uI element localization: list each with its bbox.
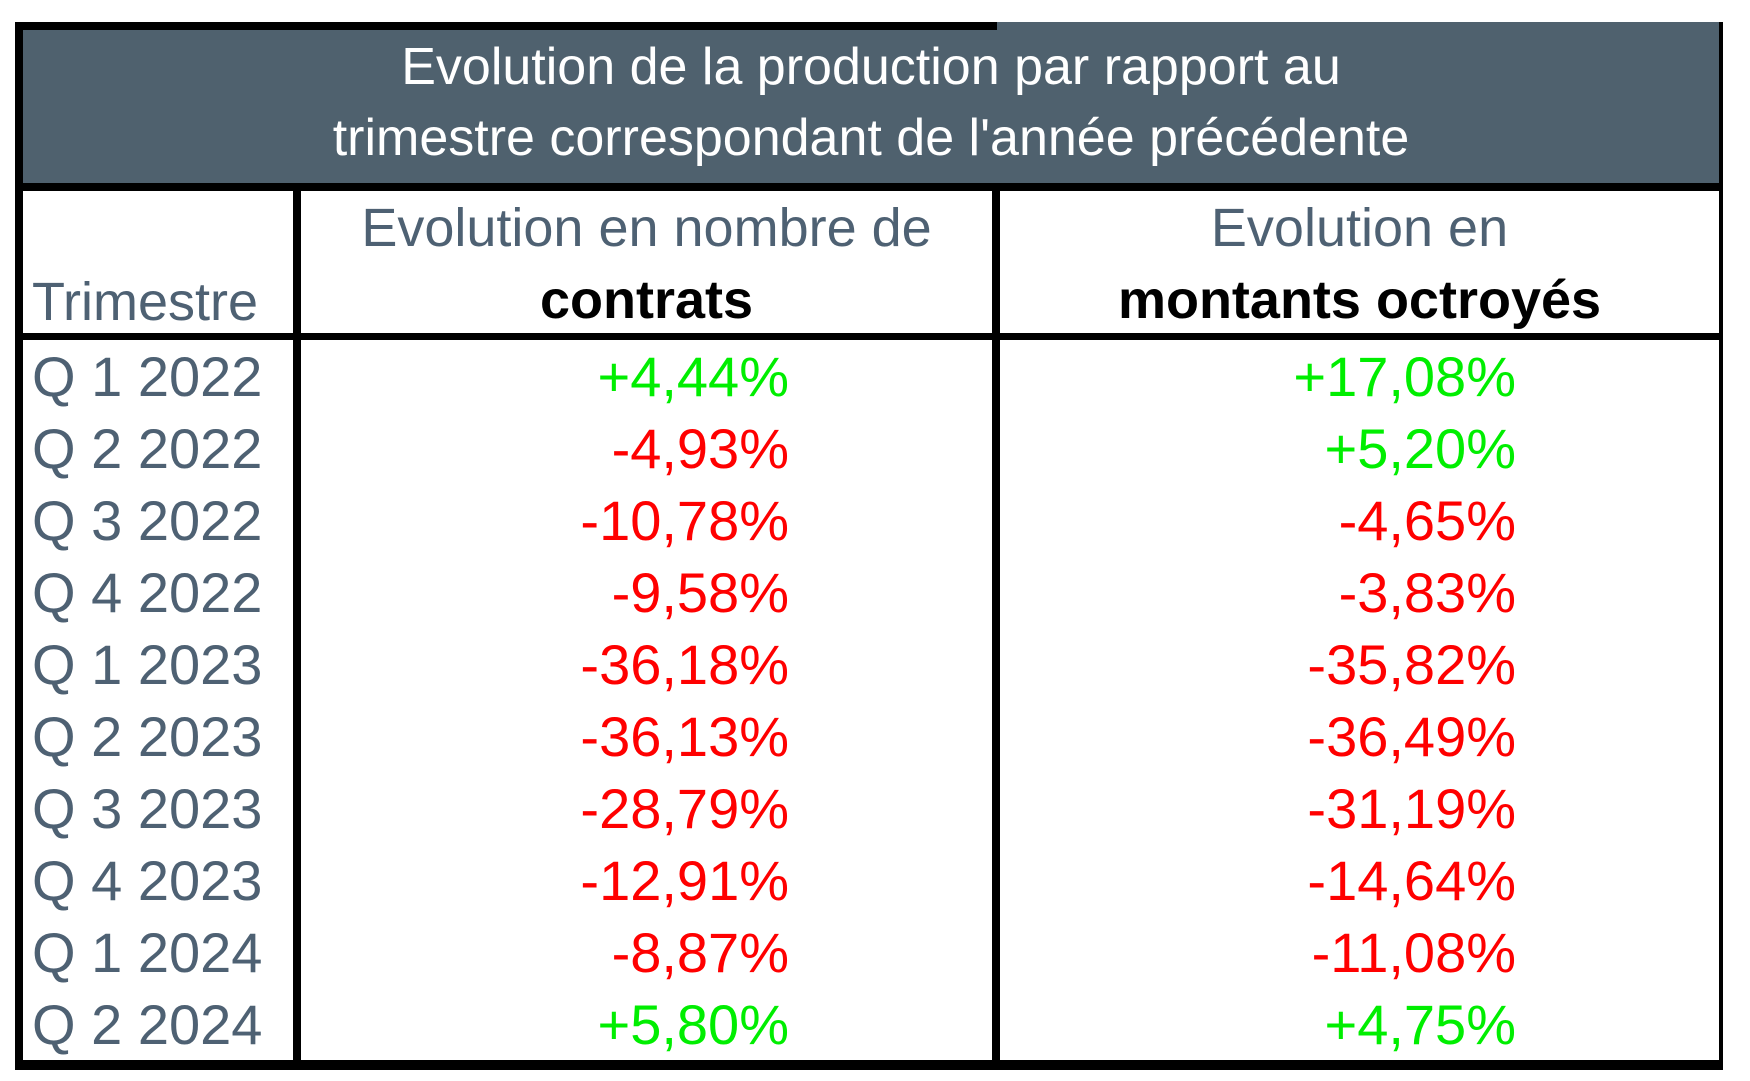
contracts-column-header: Evolution en nombre de contrats xyxy=(301,191,992,333)
contracts-value: +5,80% xyxy=(597,992,790,1056)
amounts-value: -35,82% xyxy=(1307,632,1516,696)
table-row: Q 1 2024 -8,87% -11,08% xyxy=(23,916,1719,988)
amounts-value: +17,08% xyxy=(1293,344,1516,408)
quarter-label: Q 1 2024 xyxy=(32,920,263,984)
contracts-value: -8,87% xyxy=(611,920,789,984)
column-divider xyxy=(992,844,1000,916)
quarter-column-header: Trimestre xyxy=(23,191,293,333)
table-row: Q 3 2022 -10,78% -4,65% xyxy=(23,484,1719,556)
table-row: Q 4 2022 -9,58% -3,83% xyxy=(23,556,1719,628)
partial-top-border-bar xyxy=(15,22,997,30)
column-divider xyxy=(992,916,1000,988)
quarter-label: Q 1 2023 xyxy=(32,632,263,696)
table-row: Q 1 2023 -36,18% -35,82% xyxy=(23,628,1719,700)
quarter-label: Q 3 2022 xyxy=(32,488,263,552)
contracts-value: +4,44% xyxy=(597,344,790,408)
quarter-label: Q 2 2022 xyxy=(32,416,263,480)
column-divider xyxy=(293,772,301,844)
amounts-column-label-top: Evolution en xyxy=(1210,198,1509,258)
quarter-label: Q 2 2023 xyxy=(32,704,263,768)
column-divider xyxy=(992,556,1000,628)
column-divider xyxy=(992,484,1000,556)
column-divider xyxy=(992,191,1000,333)
amounts-value: +4,75% xyxy=(1324,992,1517,1056)
contracts-value: -36,18% xyxy=(580,632,789,696)
amounts-value: -31,19% xyxy=(1307,776,1516,840)
contracts-value: -28,79% xyxy=(580,776,789,840)
column-header-row: Trimestre Evolution en nombre de contrat… xyxy=(23,191,1719,333)
quarter-label: Q 1 2022 xyxy=(32,344,263,408)
table-row: Q 3 2023 -28,79% -31,19% xyxy=(23,772,1719,844)
column-divider xyxy=(293,700,301,772)
column-divider xyxy=(293,988,301,1060)
amounts-value: -11,08% xyxy=(1311,920,1516,984)
contracts-column-label-top: Evolution en nombre de xyxy=(361,198,932,258)
table-row: Q 1 2022 +4,44% +17,08% xyxy=(23,340,1719,412)
quarter-column-label: Trimestre xyxy=(32,272,258,332)
quarter-label: Q 3 2023 xyxy=(32,776,263,840)
contracts-value: -36,13% xyxy=(580,704,789,768)
quarter-label: Q 4 2023 xyxy=(32,848,263,912)
column-divider xyxy=(992,412,1000,484)
amounts-column-header: Evolution en montants octroyés xyxy=(1000,191,1719,333)
column-divider xyxy=(992,772,1000,844)
column-divider xyxy=(293,340,301,412)
column-divider xyxy=(992,988,1000,1060)
amounts-column-label-bottom: montants octroyés xyxy=(1117,270,1602,330)
column-divider xyxy=(293,916,301,988)
table-body: Q 1 2022 +4,44% +17,08% Q 2 2022 -4,93% … xyxy=(23,340,1719,1060)
table-title: Evolution de la production par rapport a… xyxy=(23,22,1719,183)
contracts-value: -10,78% xyxy=(580,488,789,552)
quarter-label: Q 4 2022 xyxy=(32,560,263,624)
column-divider xyxy=(992,628,1000,700)
column-divider xyxy=(293,844,301,916)
amounts-value: -3,83% xyxy=(1338,560,1516,624)
column-divider xyxy=(992,700,1000,772)
title-bottom-divider xyxy=(23,183,1719,191)
contracts-value: -12,91% xyxy=(580,848,789,912)
amounts-value: +5,20% xyxy=(1324,416,1517,480)
title-line-1: Evolution de la production par rapport a… xyxy=(401,37,1341,96)
column-divider xyxy=(293,191,301,333)
amounts-value: -36,49% xyxy=(1307,704,1516,768)
table-row: Q 4 2023 -12,91% -14,64% xyxy=(23,844,1719,916)
amounts-value: -14,64% xyxy=(1307,848,1516,912)
contracts-value: -4,93% xyxy=(611,416,789,480)
table-row: Q 2 2024 +5,80% +4,75% xyxy=(23,988,1719,1060)
column-divider xyxy=(992,340,1000,412)
contracts-value: -9,58% xyxy=(611,560,789,624)
table-row: Q 2 2022 -4,93% +5,20% xyxy=(23,412,1719,484)
column-divider xyxy=(293,412,301,484)
header-bottom-divider xyxy=(23,333,1719,340)
amounts-value: -4,65% xyxy=(1338,488,1516,552)
column-divider xyxy=(293,628,301,700)
contracts-column-label-bottom: contrats xyxy=(539,270,754,330)
table-row: Q 2 2023 -36,13% -36,49% xyxy=(23,700,1719,772)
title-line-2: trimestre correspondant de l'année précé… xyxy=(332,108,1410,167)
column-divider xyxy=(293,484,301,556)
column-divider xyxy=(293,556,301,628)
production-evolution-table: Evolution de la production par rapport a… xyxy=(15,22,1723,1070)
quarter-label: Q 2 2024 xyxy=(32,992,263,1056)
